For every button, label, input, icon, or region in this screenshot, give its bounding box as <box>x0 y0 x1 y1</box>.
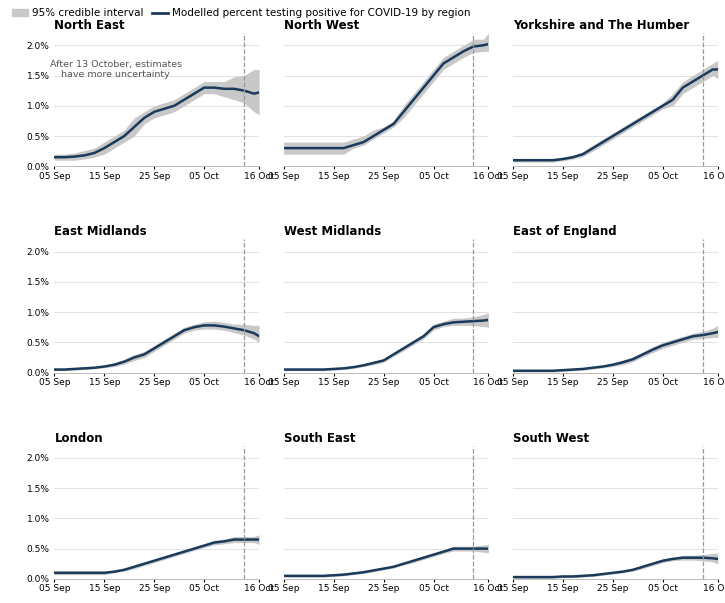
Text: West Midlands: West Midlands <box>283 226 381 238</box>
Text: London: London <box>54 432 103 444</box>
Text: South East: South East <box>283 432 355 444</box>
Text: South West: South West <box>513 432 589 444</box>
Text: After 13 October, estimates
have more uncertainty: After 13 October, estimates have more un… <box>50 60 182 79</box>
Text: East of England: East of England <box>513 226 617 238</box>
Text: North East: North East <box>54 19 125 32</box>
Text: North West: North West <box>283 19 359 32</box>
Text: Yorkshire and The Humber: Yorkshire and The Humber <box>513 19 689 32</box>
Legend: 95% credible interval, Modelled percent testing positive for COVID-19 by region: 95% credible interval, Modelled percent … <box>12 8 471 18</box>
Text: East Midlands: East Midlands <box>54 226 147 238</box>
